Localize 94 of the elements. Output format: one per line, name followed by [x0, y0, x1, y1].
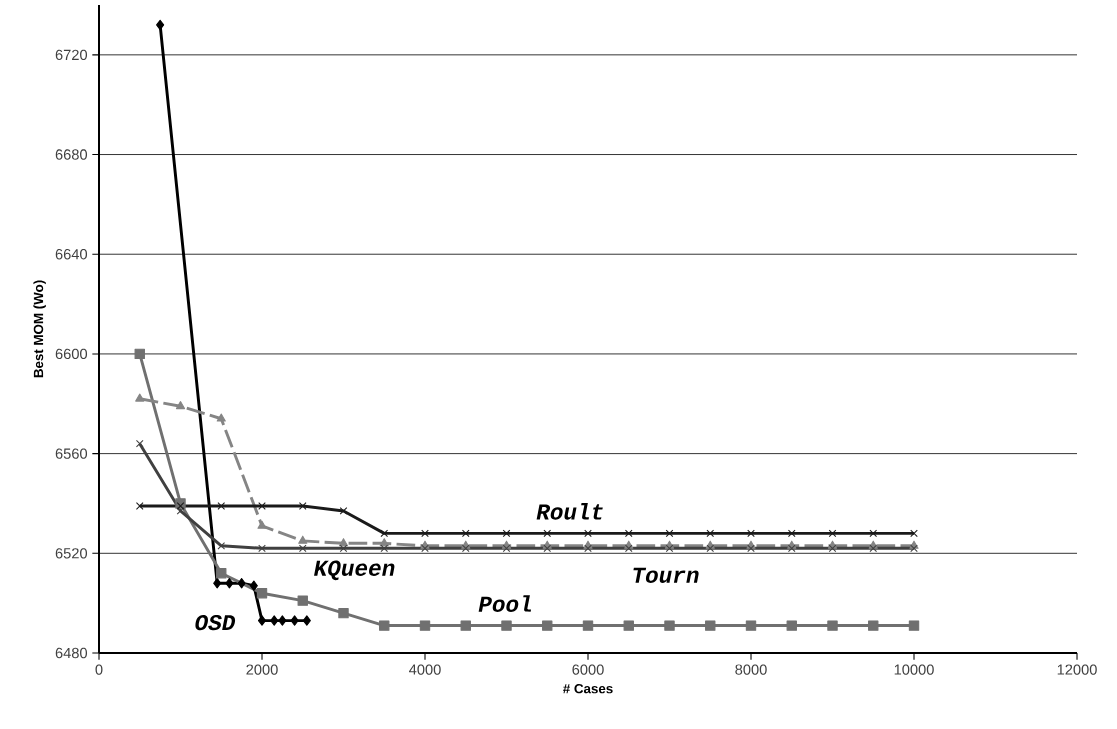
- x-tick-label: 0: [95, 664, 103, 675]
- y-tick-label: 6520: [55, 548, 88, 559]
- point: [582, 620, 594, 631]
- point: [828, 544, 837, 553]
- point: [543, 529, 552, 538]
- x-tick-label: 12000: [1057, 664, 1097, 675]
- annotation: Roult: [536, 503, 603, 520]
- point: [869, 529, 878, 538]
- point: [237, 578, 246, 589]
- point: [584, 529, 592, 538]
- point: [747, 529, 755, 538]
- point: [869, 544, 878, 553]
- point: [624, 544, 633, 553]
- point: [339, 544, 348, 553]
- x-tick-label: 8000: [735, 664, 767, 675]
- point: [257, 520, 267, 529]
- point: [176, 502, 185, 510]
- point: [225, 578, 234, 589]
- annotation: Tourn: [633, 567, 699, 583]
- point: [419, 620, 431, 631]
- point: [787, 544, 796, 553]
- point: [910, 544, 918, 553]
- point: [421, 544, 429, 553]
- y-tick-label: 6720: [55, 49, 88, 61]
- x-tick-label: 10000: [894, 664, 934, 675]
- point: [134, 348, 145, 360]
- point: [257, 615, 267, 626]
- point: [705, 620, 716, 631]
- point: [298, 502, 307, 510]
- point: [665, 544, 674, 553]
- point: [542, 620, 553, 631]
- point: [827, 620, 838, 631]
- annotation: OSD: [195, 614, 236, 631]
- point: [623, 620, 634, 631]
- point: [135, 393, 145, 402]
- point: [461, 544, 470, 553]
- point: [338, 607, 349, 619]
- point: [298, 535, 308, 544]
- x-tick-label: 4000: [409, 664, 441, 675]
- y-tick-label: 6600: [55, 348, 88, 360]
- point: [828, 529, 837, 538]
- point: [249, 580, 258, 591]
- annotation: Pool: [478, 595, 532, 612]
- point: [270, 615, 279, 626]
- x-axis-title: # Cases: [563, 683, 613, 694]
- point: [908, 620, 920, 631]
- point: [665, 529, 674, 538]
- point: [135, 502, 144, 510]
- point: [461, 529, 470, 538]
- x-tick-label: 2000: [246, 664, 278, 675]
- point: [543, 544, 552, 553]
- point: [664, 620, 675, 631]
- point: [706, 529, 715, 538]
- point: [421, 529, 429, 538]
- point: [502, 529, 511, 538]
- point: [175, 401, 186, 410]
- point: [217, 541, 226, 550]
- x-tick-label: 6000: [572, 664, 604, 675]
- point: [297, 595, 308, 606]
- y-tick-label: 6480: [55, 647, 88, 659]
- point: [256, 587, 268, 599]
- point: [216, 413, 226, 422]
- y-tick-label: 6560: [55, 448, 88, 459]
- point: [290, 615, 299, 626]
- point: [278, 615, 287, 626]
- point: [868, 620, 879, 631]
- point: [213, 578, 222, 589]
- point: [745, 620, 757, 631]
- point: [747, 544, 755, 553]
- point: [706, 544, 715, 553]
- point: [460, 620, 471, 631]
- point: [502, 544, 511, 553]
- point: [216, 568, 227, 579]
- point: [217, 502, 226, 510]
- point: [787, 529, 796, 538]
- point: [624, 529, 633, 538]
- y-tick-label: 6640: [55, 249, 88, 260]
- point: [302, 615, 311, 626]
- point: [258, 544, 266, 553]
- annotation: KQueen: [314, 560, 395, 581]
- point: [135, 439, 144, 448]
- point: [298, 544, 307, 553]
- y-tick-label: 6680: [55, 149, 88, 160]
- point: [258, 502, 266, 510]
- point: [380, 529, 389, 538]
- point: [156, 19, 165, 31]
- point: [584, 544, 592, 553]
- y-axis-title: Best MOM (Wo): [33, 280, 46, 378]
- point: [786, 620, 797, 631]
- point: [910, 529, 918, 538]
- point: [339, 507, 348, 515]
- point: [380, 544, 389, 553]
- point: [501, 620, 512, 631]
- point: [379, 620, 390, 631]
